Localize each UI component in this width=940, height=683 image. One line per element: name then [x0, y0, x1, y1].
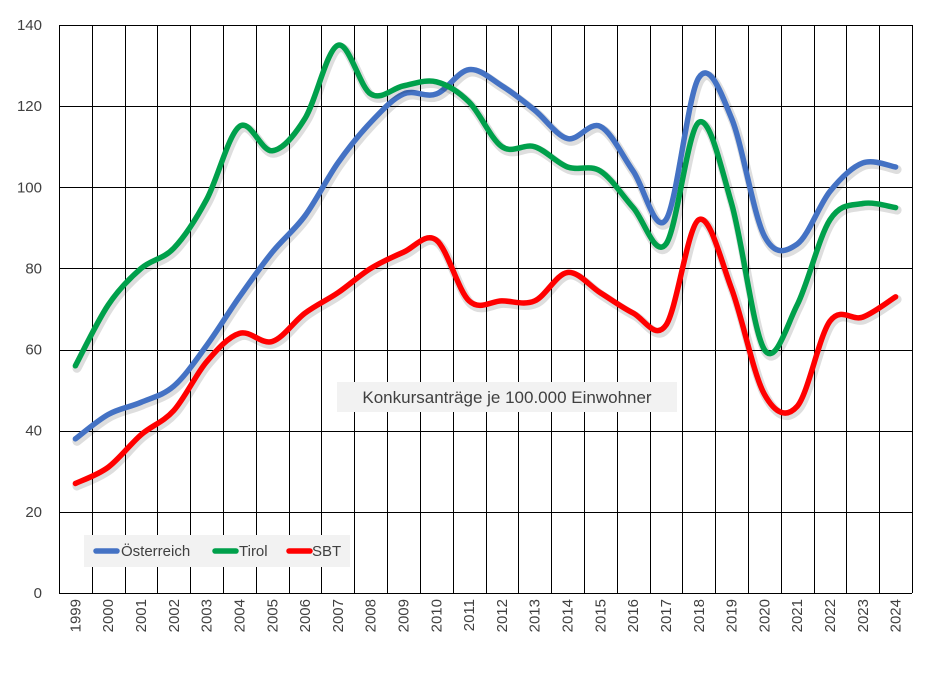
- x-tick-label: 2011: [461, 599, 478, 631]
- x-tick-label: 2001: [133, 599, 150, 632]
- x-tick-label: 2007: [330, 599, 347, 632]
- x-tick-label: 2003: [199, 599, 216, 632]
- annotation-background: [337, 382, 677, 412]
- x-tick-label: 2006: [297, 599, 314, 632]
- legend: Österreich Tirol SBT: [84, 535, 350, 567]
- grid: [59, 25, 913, 594]
- x-tick-label: 2013: [527, 599, 544, 632]
- annotation-text: Konkursanträge je 100.000 Einwohner: [362, 388, 652, 407]
- annotation: Konkursanträge je 100.000 Einwohner: [337, 382, 677, 412]
- x-tick-label: 2015: [592, 599, 609, 632]
- legend-label: SBT: [312, 543, 341, 560]
- x-tick-label: 2019: [724, 599, 741, 632]
- y-tick-label: 100: [17, 179, 42, 196]
- x-tick-label: 2010: [428, 599, 445, 632]
- y-tick-label: 120: [17, 98, 42, 115]
- x-tick-label: 2018: [691, 599, 708, 632]
- series-3-line: [72, 216, 899, 487]
- y-tick-label: 80: [25, 260, 42, 277]
- x-tick-label: 2009: [395, 599, 412, 632]
- x-tick-label: 2021: [789, 599, 806, 632]
- x-tick-label: 1999: [67, 599, 84, 632]
- x-tick-label: 2008: [363, 599, 380, 632]
- series-2-line: [72, 42, 899, 369]
- x-tick-label: 2012: [494, 599, 511, 632]
- x-tick-label: 2017: [658, 599, 675, 632]
- series-1-line: [72, 66, 899, 442]
- x-tick-label: 2005: [264, 599, 281, 632]
- y-tick-label: 40: [25, 423, 42, 440]
- y-axis-ticks: 0 20 40 60 80 100 120 140: [17, 17, 42, 602]
- legend-label: Österreich: [121, 542, 190, 560]
- y-tick-label: 60: [25, 342, 42, 359]
- y-tick-label: 140: [17, 17, 42, 34]
- y-tick-label: 0: [34, 585, 42, 602]
- y-tick-label: 20: [25, 504, 42, 521]
- x-axis-ticks: 1999 2000 2001 2002 2003 2004 2005 2006 2007 2008…: [67, 599, 904, 632]
- x-tick-label: 2016: [625, 599, 642, 632]
- series-lines: [72, 42, 902, 491]
- x-tick-label: 2024: [888, 599, 905, 632]
- legend-label: Tirol: [239, 543, 268, 560]
- x-tick-label: 2004: [231, 599, 248, 632]
- x-tick-label: 2022: [822, 599, 839, 632]
- x-tick-label: 2020: [756, 599, 773, 632]
- x-tick-label: 2002: [166, 599, 183, 632]
- x-tick-label: 2023: [855, 599, 872, 632]
- x-tick-label: 2000: [100, 599, 117, 632]
- x-tick-label: 2014: [560, 599, 577, 632]
